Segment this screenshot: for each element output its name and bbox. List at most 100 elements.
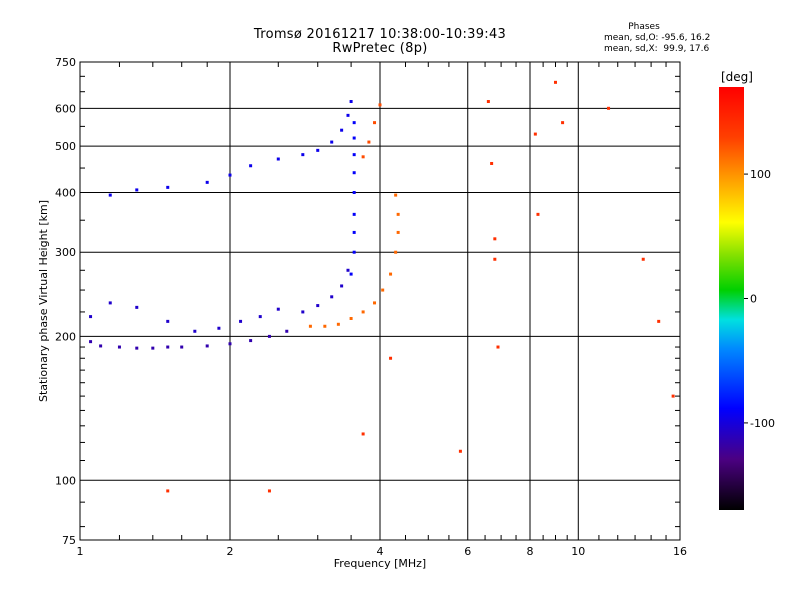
minor-ticks [80,62,680,540]
data-point [361,310,365,314]
x-tick-label: 4 [377,545,384,558]
data-point [346,268,350,272]
colorbar-unit: [deg] [721,70,753,84]
y-tick-label: 200 [55,330,76,343]
data-point [361,155,365,159]
data-point [352,171,356,175]
x-tick-labels: 1 2 4 6 8 10 16 [77,545,688,558]
data-point [108,301,112,305]
data-point [641,257,645,261]
y-axis-label: Stationary phase Virtual Height [km] [37,200,50,402]
plot-frame [79,61,681,541]
y-tick-label: 500 [55,140,76,153]
data-point [378,103,382,107]
data-point [536,212,540,216]
data-point [352,250,356,254]
data-point [349,272,353,276]
data-point [367,140,371,144]
data-point [340,128,344,132]
data-point [336,322,340,326]
data-point [493,257,497,261]
data-point [607,106,611,110]
data-point [135,305,139,309]
data-point [389,272,393,276]
data-point [373,121,377,125]
data-point [267,334,271,338]
data-point [496,345,500,349]
colorbar-tick-label: 100 [750,168,771,181]
colorbar-tick-label: -100 [750,417,775,430]
data-point [352,121,356,125]
grid-lines [80,62,680,540]
data-point [389,356,393,360]
data-point [323,324,327,328]
data-point [217,326,221,330]
x-tick-label: 8 [527,545,534,558]
data-point [381,288,385,292]
y-tick-label: 750 [55,56,76,69]
data-point [493,237,497,241]
data-point [276,157,280,161]
data-point [316,304,320,308]
data-point [316,148,320,152]
x-tick-label: 16 [673,545,687,558]
data-point [285,329,289,333]
y-tick-label: 600 [55,102,76,115]
data-point [352,153,356,157]
data-point [89,340,93,344]
data-point [249,339,253,343]
x-axis-label: Frequency [MHz] [334,557,426,570]
data-point [166,345,170,349]
data-point [394,250,398,254]
y-tick-label: 75 [62,534,76,547]
data-point [349,100,353,104]
phase-o-stats: mean, sd,O: -95.6, 16.2 [604,33,711,43]
scatter-points [89,80,675,493]
data-point [486,100,490,104]
chart-title: Tromsø 20161217 10:38:00-10:39:43 [253,27,507,42]
data-point [151,346,155,350]
x-tick-label: 10 [571,545,585,558]
data-point [361,432,365,436]
data-point [166,185,170,189]
data-point [373,301,377,305]
data-point [561,121,565,125]
data-point [108,193,112,197]
colorbar [719,87,744,510]
data-point [346,113,350,117]
data-point [352,190,356,194]
data-point [657,319,661,323]
data-point [352,212,356,216]
data-point [228,173,232,177]
data-point [533,132,537,136]
y-tick-label: 400 [55,186,76,199]
y-tick-label: 100 [55,474,76,487]
data-point [330,295,334,299]
data-point [340,284,344,288]
data-point [193,329,197,333]
chart-subtitle: RwPretec (8p) [332,41,428,56]
data-point [458,449,462,453]
data-point [239,319,243,323]
data-point [228,342,232,346]
x-tick-label: 6 [464,545,471,558]
x-tick-label: 2 [227,545,234,558]
y-tick-label: 300 [55,246,76,259]
data-point [396,212,400,216]
data-point [330,140,334,144]
data-point [671,394,675,398]
y-tick-labels: 75 100 200 300 400 500 600 750 [55,56,76,547]
data-point [258,315,262,319]
data-point [490,161,494,165]
data-point [205,180,209,184]
data-point [205,344,209,348]
data-point [267,489,271,493]
data-point [349,316,353,320]
data-point [99,344,103,348]
data-point [276,307,280,311]
data-point [135,188,139,192]
data-point [352,136,356,140]
colorbar-tick-label: 0 [750,293,757,306]
phase-heading: Phases [628,22,660,32]
data-point [117,345,121,349]
